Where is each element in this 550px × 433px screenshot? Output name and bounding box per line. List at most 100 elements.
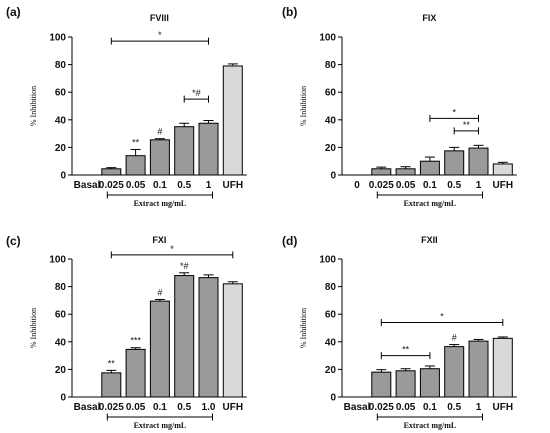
bar-0.5 xyxy=(174,126,195,176)
x-axis-label: Extract mg/mL xyxy=(134,421,187,430)
x-axis-label: Extract mg/mL xyxy=(404,421,457,430)
significance-label: ** xyxy=(108,358,116,368)
y-tick-label: 80 xyxy=(55,60,67,71)
significance-label: ** xyxy=(132,137,140,147)
y-tick-label: 100 xyxy=(49,33,66,44)
y-tick-label: 0 xyxy=(60,393,66,404)
panel-label: (a) xyxy=(6,5,21,19)
bar-0.5 xyxy=(444,150,465,176)
x-tick-label: 0.025 xyxy=(99,402,124,413)
bar-0.1 xyxy=(419,160,440,176)
bar-UFH xyxy=(492,163,513,176)
y-axis-label: % Inhibition xyxy=(299,308,308,348)
y-tick-label: 80 xyxy=(325,60,337,71)
bar-1 xyxy=(468,147,489,176)
x-tick-label: UFH xyxy=(493,180,514,191)
x-tick-label: 0.5 xyxy=(177,180,191,191)
panel-c: (c) FXI 0 20 40 60 80 100 % Inhibition Basal ** 0.0… xyxy=(6,234,247,430)
x-tick-label: 0.05 xyxy=(126,402,146,413)
bracket-label: *# xyxy=(192,88,201,98)
x-tick-label: 0.05 xyxy=(396,180,416,191)
y-tick-label: 60 xyxy=(55,88,67,99)
panel-label: (c) xyxy=(6,234,21,248)
y-tick-label: 80 xyxy=(325,282,337,293)
x-tick-label: 0.5 xyxy=(447,402,461,413)
bar-1 xyxy=(468,340,489,398)
significance-label: # xyxy=(157,287,162,297)
bar-0.025 xyxy=(101,168,122,176)
significance-label: # xyxy=(452,333,457,343)
bar-UFH xyxy=(222,65,243,176)
significance-label: *# xyxy=(180,261,189,271)
bar-0.025 xyxy=(371,371,392,398)
bar-UFH xyxy=(492,337,513,398)
x-tick-label: 1 xyxy=(476,180,482,191)
x-tick-label: UFH xyxy=(493,402,514,413)
significance-label: *** xyxy=(130,336,141,346)
bar-0.1 xyxy=(149,300,170,398)
bar-0.1 xyxy=(419,368,440,398)
panel-label: (b) xyxy=(282,5,297,19)
x-axis-label: Extract mg/mL xyxy=(134,199,187,208)
x-tick-label: 0.5 xyxy=(177,402,191,413)
y-tick-label: 100 xyxy=(49,255,66,266)
x-tick-label: Basal xyxy=(344,402,371,413)
x-tick-label: 0 xyxy=(354,180,360,191)
y-tick-label: 40 xyxy=(325,337,337,348)
y-tick-label: 20 xyxy=(55,143,67,154)
y-tick-label: 60 xyxy=(55,310,67,321)
y-tick-label: 80 xyxy=(55,282,67,293)
bar-0.05 xyxy=(395,168,416,176)
y-tick-label: 0 xyxy=(60,171,66,182)
y-axis-label: % Inhibition xyxy=(29,86,38,126)
x-tick-label: 0.1 xyxy=(423,402,437,413)
bracket-label: * xyxy=(440,311,444,321)
x-tick-label: 0.05 xyxy=(396,402,416,413)
y-axis-label: % Inhibition xyxy=(299,86,308,126)
bar-1.0 xyxy=(198,277,219,398)
bracket-label: ** xyxy=(402,345,410,355)
bar-0.05 xyxy=(125,155,146,176)
panel-d: (d) FXII 0 20 40 60 80 100 % Inhibition Basal0.02… xyxy=(282,234,517,430)
significance-label: # xyxy=(157,127,162,137)
y-tick-label: 40 xyxy=(325,115,337,126)
y-tick-label: 60 xyxy=(325,88,337,99)
y-tick-label: 20 xyxy=(55,365,67,376)
y-tick-label: 0 xyxy=(330,171,336,182)
bar-UFH xyxy=(222,283,243,398)
bar-0.5 xyxy=(174,275,195,398)
bracket-label: * xyxy=(452,107,456,117)
y-tick-label: 20 xyxy=(325,365,337,376)
x-axis-label: Extract mg/mL xyxy=(404,199,457,208)
x-tick-label: Basal xyxy=(74,180,101,191)
bracket-label: * xyxy=(158,30,162,40)
x-tick-label: 0.025 xyxy=(369,180,394,191)
chart-title: FVIII xyxy=(150,13,169,23)
bar-0.025 xyxy=(101,372,122,398)
x-tick-label: Basal xyxy=(74,402,101,413)
y-tick-label: 0 xyxy=(330,393,336,404)
x-tick-label: 1.0 xyxy=(202,402,216,413)
x-tick-label: UFH xyxy=(223,402,244,413)
bar-0.5 xyxy=(444,346,465,398)
x-tick-label: 0.025 xyxy=(369,402,394,413)
chart-title: FXI xyxy=(152,235,166,245)
y-tick-label: 100 xyxy=(319,255,336,266)
bracket-label: * xyxy=(170,244,174,254)
x-tick-label: 0.1 xyxy=(153,402,167,413)
bar-0.05 xyxy=(395,370,416,398)
x-tick-label: 0.1 xyxy=(153,180,167,191)
x-tick-label: 0.025 xyxy=(99,180,124,191)
y-tick-label: 100 xyxy=(319,33,336,44)
panel-b: (b) FIX 0 20 40 60 80 100 % Inhibition 0 0.025 0.05… xyxy=(282,5,517,208)
panel-label: (d) xyxy=(282,234,297,248)
x-tick-label: 0.05 xyxy=(126,180,146,191)
bar-1 xyxy=(198,122,219,176)
bar-0.1 xyxy=(149,139,170,176)
x-tick-label: UFH xyxy=(223,180,244,191)
x-tick-label: 0.5 xyxy=(447,180,461,191)
y-tick-label: 20 xyxy=(325,143,337,154)
chart-title: FIX xyxy=(422,13,436,23)
